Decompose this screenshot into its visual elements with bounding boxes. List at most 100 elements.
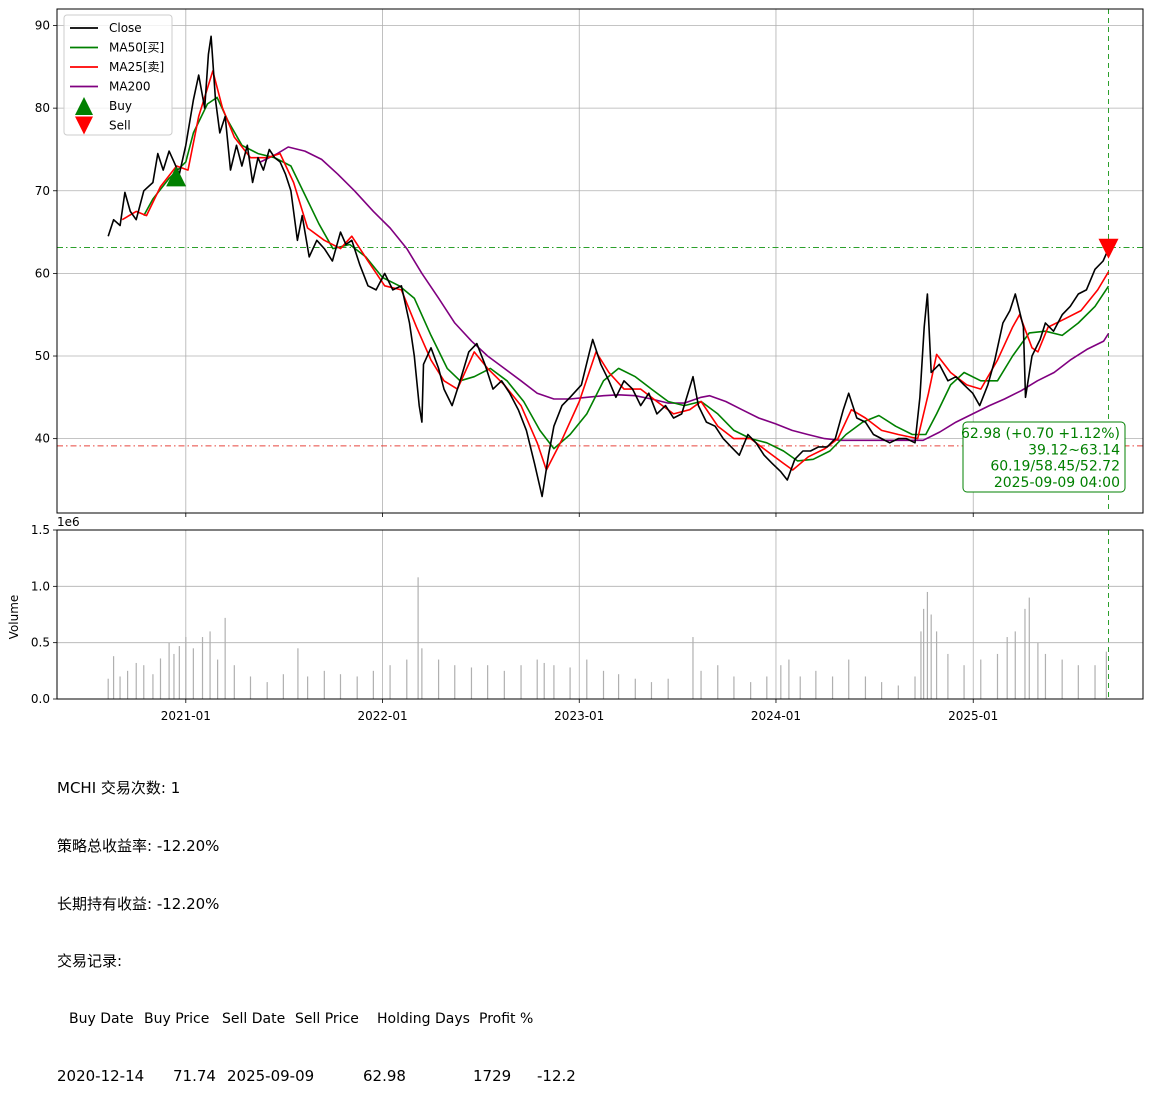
trade-table-cell: 71.74: [173, 1067, 216, 1086]
summary-buy-hold-return: 长期持有收益: -12.20%: [57, 894, 220, 913]
price-series: [107, 35, 1110, 498]
price-y-tick-label: 70: [35, 184, 50, 198]
volume-bar: [224, 617, 226, 699]
trade-table-header-cell: Sell Price: [295, 1010, 359, 1027]
volume-x-tick-label: 2022-01: [357, 709, 407, 723]
volume-bar: [667, 678, 669, 699]
price-x-ticks: [185, 513, 974, 517]
volume-bar: [634, 678, 636, 699]
volume-bar: [586, 659, 588, 699]
legend-label: MA50[买]: [109, 41, 164, 55]
series-line-close: [107, 35, 1110, 498]
volume-bar: [201, 637, 204, 699]
volume-bar: [897, 685, 899, 699]
trade-table-row: 2020-12-14 71.74 2025-09-09 62.98 1729 -…: [57, 1067, 576, 1086]
volume-bar: [766, 676, 768, 699]
volume-bar: [372, 670, 374, 699]
volume-y-tick-label: 0.0: [31, 692, 50, 706]
trade-table-header: Buy Date Buy Price Sell Date Sell Price …: [57, 1010, 576, 1029]
volume-y-tick-label: 0.5: [31, 636, 50, 650]
volume-x-tick-label: 2025-01: [948, 709, 998, 723]
volume-bar: [920, 631, 922, 699]
volume-bar: [185, 637, 187, 699]
price-y-tick-label: 60: [35, 266, 50, 280]
volume-bar: [339, 674, 342, 699]
volume-bar: [831, 676, 834, 699]
volume-y-tick-label: 1.0: [31, 579, 50, 593]
volume-bar: [119, 676, 121, 699]
volume-bar: [470, 667, 473, 699]
legend-label: Sell: [109, 119, 131, 133]
summary-trade-count: MCHI 交易次数: 1: [57, 779, 181, 798]
legend: Close MA50[买] MA25[卖] MA200 Buy Sell: [63, 14, 173, 136]
volume-bar: [650, 682, 653, 699]
volume-y-tick-label: 1.5: [31, 523, 50, 537]
volume-x-ticks: 2021-01 2022-01 2023-01 2024-01 2025-01: [161, 699, 998, 723]
legend-label: MA200: [109, 80, 150, 94]
volume-bar: [217, 659, 219, 699]
price-panel: 40 50 60 70 80 90 Close MA50[买] MA25[卖] MA200 Buy…: [35, 8, 1144, 699]
volume-bar: [1094, 665, 1096, 699]
volume-bar: [323, 670, 325, 699]
volume-bar: [717, 665, 719, 699]
price-annotation-box: 62.98 (+0.70 +1.12%)39.12~63.1460.19/58.…: [961, 421, 1126, 493]
annotation-line: 60.19/58.45/52.72: [990, 459, 1120, 475]
volume-bar: [848, 659, 850, 699]
volume-bar: [282, 674, 284, 699]
annotation-line: 62.98 (+0.70 +1.12%): [961, 426, 1120, 442]
volume-bar: [815, 670, 817, 699]
legend-box: [63, 14, 173, 136]
volume-bar: [700, 670, 702, 699]
series-line-ma50: [143, 96, 1110, 462]
volume-bar: [553, 665, 555, 699]
volume-bar: [947, 653, 949, 699]
price-y-tick-label: 80: [35, 101, 50, 115]
legend-marker: [75, 116, 93, 135]
trade-table-cell: 62.98: [363, 1067, 406, 1086]
price-y-tick-label: 50: [35, 349, 50, 363]
trade-table-cell: 2020-12-14: [57, 1067, 145, 1086]
price-grid: [57, 9, 1143, 513]
trade-table-cell: -12.2: [537, 1067, 576, 1086]
price-y-tick-label: 40: [35, 432, 50, 446]
trade-table-cell: 2025-09-09: [227, 1067, 315, 1086]
volume-bar: [307, 676, 309, 699]
volume-bar: [980, 659, 982, 699]
volume-bar: [692, 637, 694, 699]
volume-bar: [788, 659, 790, 699]
volume-bar: [437, 659, 440, 699]
trade-table-header-cell: Buy Price: [144, 1010, 210, 1027]
volume-axes-frame: [56, 529, 1144, 700]
volume-bar: [1037, 642, 1039, 699]
summary-trade-log-title: 交易记录:: [57, 952, 123, 971]
volume-bar: [1105, 651, 1107, 699]
volume-bar: [520, 665, 522, 699]
price-y-ticks: 40 50 60 70 80 90: [35, 19, 57, 446]
price-y-tick-label: 90: [35, 19, 50, 33]
trade-markers: [166, 166, 1119, 259]
volume-bars: [107, 577, 1107, 699]
summary-strategy-return: 策略总收益率: -12.20%: [57, 837, 220, 855]
volume-bar: [996, 653, 999, 699]
volume-bar: [750, 682, 752, 699]
trade-table-header-cell: Buy Date: [69, 1010, 134, 1027]
volume-bar: [503, 670, 505, 699]
volume-bar: [733, 676, 735, 699]
volume-bar: [192, 648, 194, 699]
buy-marker: [166, 166, 187, 187]
volume-bar: [127, 670, 129, 699]
volume-bar: [926, 591, 929, 699]
volume-bar: [143, 665, 145, 699]
volume-bar: [914, 676, 916, 699]
reference-lines: [57, 9, 1143, 699]
trade-table-header-cell: Sell Date: [222, 1010, 286, 1027]
volume-y-ticks: 0.0 0.5 1.0 1.5: [31, 523, 57, 706]
volume-bar: [780, 665, 782, 699]
volume-bar: [297, 648, 299, 699]
annotation-line: 39.12~63.14: [1028, 442, 1120, 458]
trade-summary: MCHI 交易次数: 1 策略总收益率: -12.20% 长期持有收益: -12…: [57, 741, 576, 1106]
legend-label: MA25[卖]: [109, 60, 164, 74]
volume-bar: [152, 674, 154, 699]
annotation-frame: [962, 421, 1126, 493]
volume-bar: [935, 631, 938, 699]
